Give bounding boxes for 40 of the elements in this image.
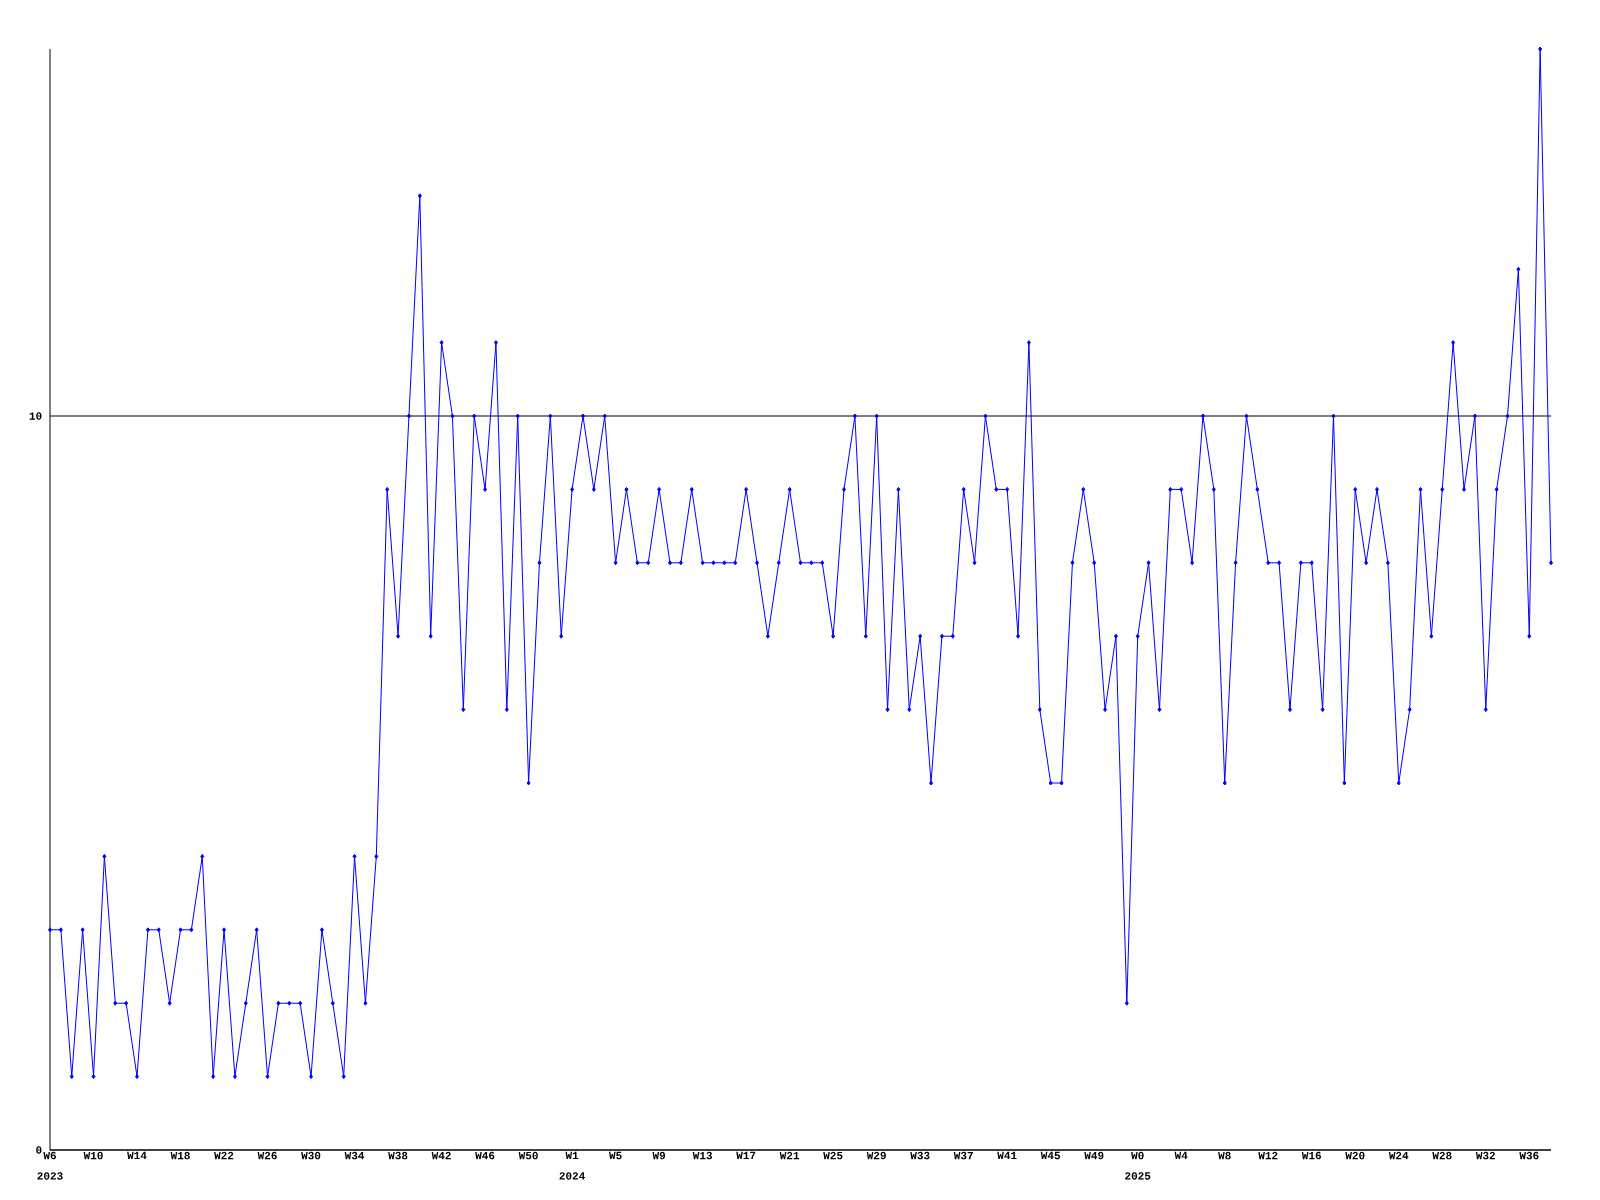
x-tick-label: W37 (953, 1151, 973, 1160)
x-tick-label: W46 (475, 1151, 495, 1160)
y-tick-label: 10 (29, 412, 42, 420)
x-tick-label: W9 (652, 1151, 666, 1160)
text: 2024 (559, 1172, 585, 1180)
x-tick-label: W24 (1388, 1151, 1409, 1160)
x-tick-label: W21 (779, 1151, 800, 1160)
x-tick-label: W13 (692, 1151, 712, 1160)
x-tick-label: W0 (1131, 1151, 1144, 1160)
text: 2023 (37, 1172, 63, 1180)
x-tick-label: W36 (1519, 1151, 1539, 1160)
x-tick-label: W22 (214, 1151, 234, 1160)
x-tick-label: W29 (866, 1151, 886, 1160)
x-tick-label: W33 (910, 1151, 930, 1160)
x-tick-label: W49 (1084, 1151, 1104, 1160)
x-tick-label: W25 (823, 1151, 843, 1160)
x-tick-label: W4 (1174, 1151, 1188, 1160)
x-tick-label: W10 (83, 1151, 103, 1160)
y-tick-label: 0 (36, 1146, 42, 1154)
x-tick-label: W34 (344, 1151, 365, 1160)
x-tick-label: W1 (565, 1151, 579, 1160)
x-tick-label: W38 (388, 1151, 408, 1160)
x-tick-label: W6 (43, 1151, 56, 1160)
x-tick-label: W12 (1258, 1151, 1278, 1160)
x-tick-label: W20 (1345, 1151, 1365, 1160)
x-tick-label: W8 (1218, 1151, 1231, 1160)
x-tick-label: W17 (736, 1151, 756, 1160)
text: 2025 (1125, 1172, 1151, 1180)
x-tick-label: W32 (1475, 1151, 1496, 1160)
x-tick-label: W50 (518, 1151, 538, 1160)
x-tick-label: W30 (301, 1151, 321, 1160)
x-tick-label: W5 (609, 1151, 622, 1160)
x-tick-label: W16 (1301, 1151, 1322, 1160)
x-tick-label: W45 (1040, 1151, 1061, 1160)
x-tick-label: W42 (431, 1151, 451, 1160)
x-tick-label: W18 (170, 1151, 190, 1160)
x-tick-label: W14 (127, 1151, 147, 1160)
x-tick-label: W28 (1432, 1151, 1452, 1160)
x-tick-label: W41 (997, 1151, 1017, 1160)
x-tick-label: W26 (257, 1151, 277, 1160)
